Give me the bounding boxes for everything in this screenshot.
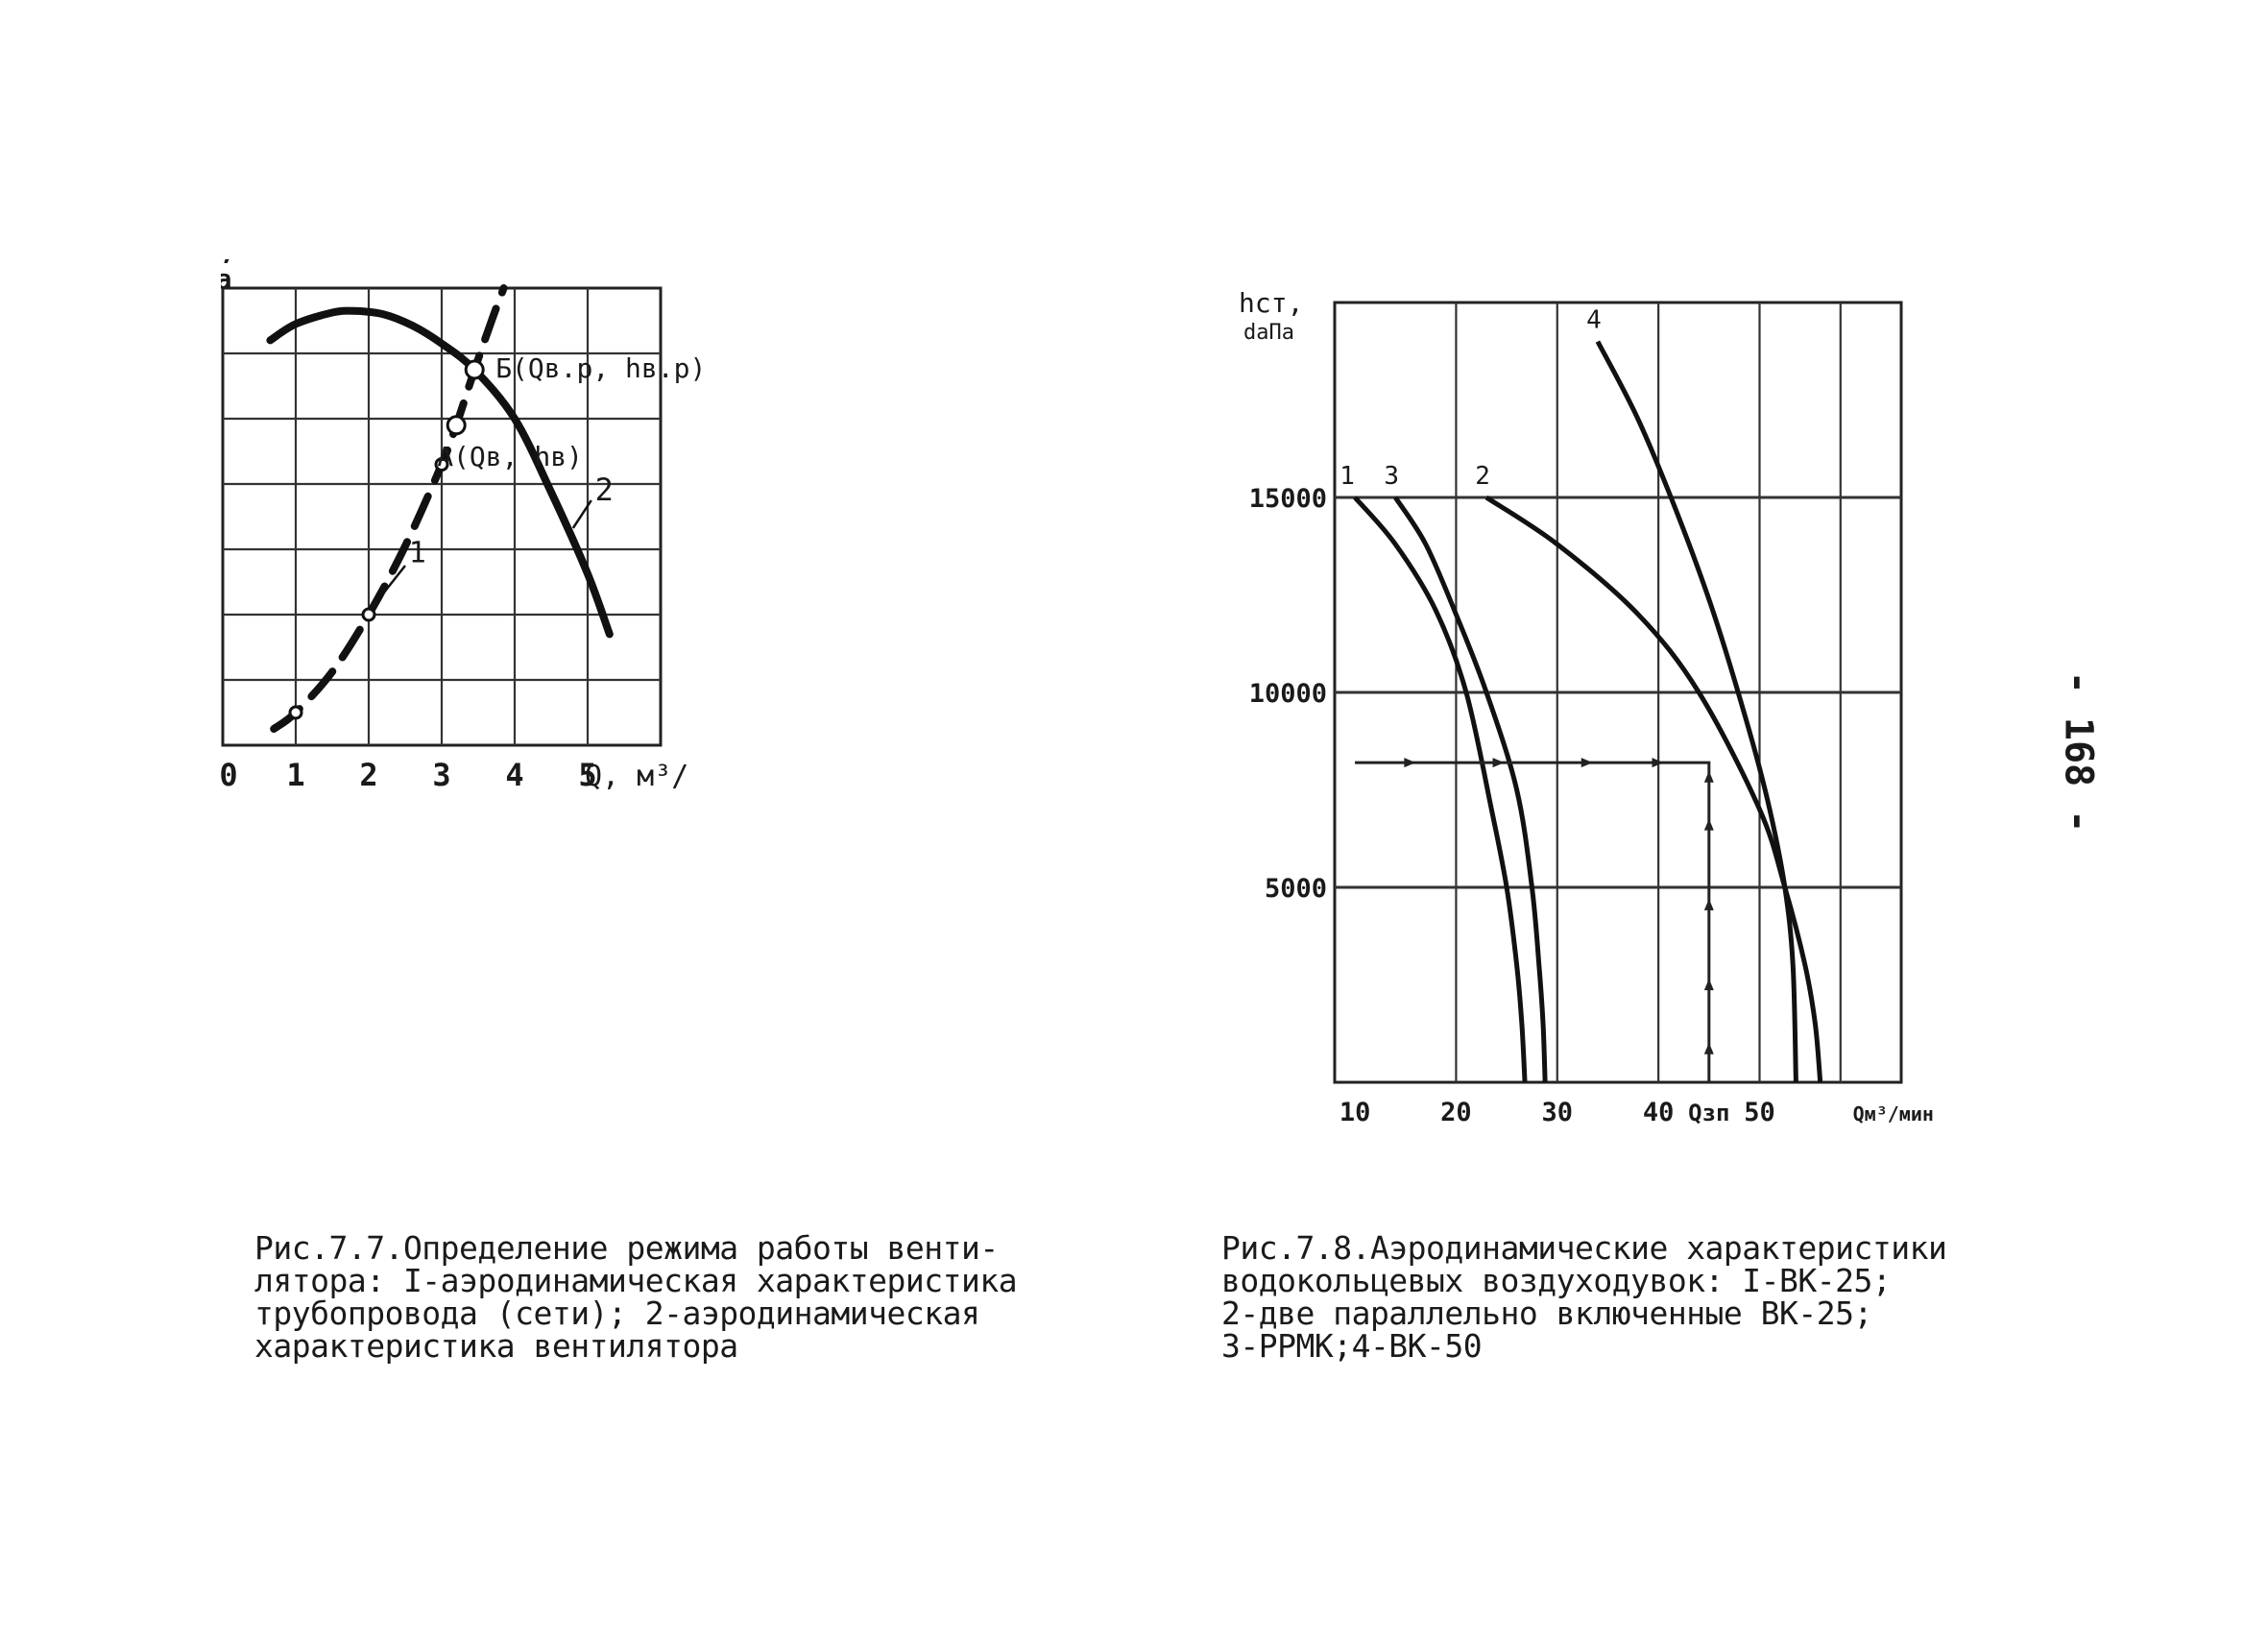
arrow-up-icon	[1703, 898, 1714, 910]
x-tick-label: 5	[578, 757, 596, 793]
chart-points	[288, 359, 485, 720]
figure-caption-7-7: Рис.7.7.Определение режима работы венти-…	[254, 1229, 1018, 1365]
x-tick-label: 3	[432, 757, 450, 793]
arrow-right-icon	[1652, 758, 1664, 768]
curve-label-1: 1	[409, 537, 426, 570]
curve-label-1: 1	[1339, 462, 1355, 491]
series-2-line	[1484, 495, 1823, 1083]
point-b-label: Б(Qв.р, hв.р)	[495, 352, 706, 384]
x-tick-label: 30	[1542, 1098, 1574, 1127]
curve-label-2: 2	[595, 472, 614, 508]
arrow-up-icon	[1703, 818, 1714, 831]
x-axis-label: Qм³/мин	[1853, 1102, 1934, 1126]
arrow-right-icon	[1404, 758, 1416, 768]
arrow-up-icon	[1703, 1042, 1714, 1054]
operating-point-line	[1355, 761, 1711, 1082]
y-axis-label: daПа	[1243, 321, 1294, 345]
leader-line-2	[571, 499, 592, 529]
arrow-right-icon	[1492, 758, 1505, 768]
curve-label-3: 3	[1384, 462, 1399, 491]
y-axis-label: hст,	[1239, 287, 1303, 319]
chart-grid	[1333, 301, 1903, 1084]
figure-caption-7-8: Рис.7.8.Аэродинамические характеристики …	[1221, 1229, 1947, 1365]
arrow-right-icon	[1580, 758, 1593, 768]
fan-operating-mode-chart: 0123454080120160200240hст,daПаQ, м³/A(Qв…	[221, 259, 706, 793]
series-3-line	[1393, 496, 1548, 1083]
series-2-line	[266, 306, 614, 639]
x-tick-label: 50	[1744, 1098, 1775, 1127]
arrow-up-icon	[1703, 979, 1714, 991]
x-tick-label: 2	[359, 757, 377, 793]
curve-label-4: 4	[1586, 306, 1602, 335]
y-axis-label: daПа	[221, 263, 231, 295]
point-a-label: A(Qв, hв)	[437, 441, 583, 472]
series-1-line	[270, 284, 508, 733]
y-tick-label: 10000	[1249, 679, 1327, 709]
x-axis-label: Q, м³/	[585, 760, 688, 793]
series-1-line	[1353, 496, 1528, 1083]
page-number: - 168 -	[2056, 670, 2101, 834]
data-point	[361, 607, 376, 622]
curve-label-2: 2	[1475, 462, 1490, 491]
x-tick-label: 40	[1643, 1098, 1675, 1127]
x-tick-label: 10	[1339, 1098, 1371, 1127]
data-point	[434, 457, 449, 472]
chart-series	[266, 284, 614, 733]
y-tick-label: 15000	[1249, 484, 1327, 514]
data-point	[446, 415, 467, 436]
series-4-line	[1595, 340, 1798, 1083]
data-point	[464, 359, 485, 380]
x-tick-label: 0	[221, 757, 238, 793]
chart-labels: 10 20 30 40 50 Qзп Qм³/мин 5000 10000 15000 hст,da…	[1239, 287, 1934, 1127]
x-extra-label: Qзп	[1688, 1100, 1729, 1126]
chart-grid	[221, 286, 663, 747]
y-axis-label: hст,	[221, 259, 236, 267]
data-point	[288, 705, 303, 720]
leader-line-1	[382, 565, 406, 594]
arrow-up-icon	[1703, 770, 1714, 783]
chart-series	[1353, 340, 1823, 1083]
y-tick-label: 5000	[1265, 874, 1327, 904]
chart-labels: 0123454080120160200240hст,daПаQ, м³/A(Qв…	[221, 259, 706, 793]
blower-characteristics-chart: 10 20 30 40 50 Qзп Qм³/мин 5000 10000 15000 hст,da…	[1239, 287, 1934, 1127]
x-tick-label: 1	[286, 757, 304, 793]
x-tick-label: 4	[505, 757, 523, 793]
x-tick-label: 20	[1440, 1098, 1472, 1127]
